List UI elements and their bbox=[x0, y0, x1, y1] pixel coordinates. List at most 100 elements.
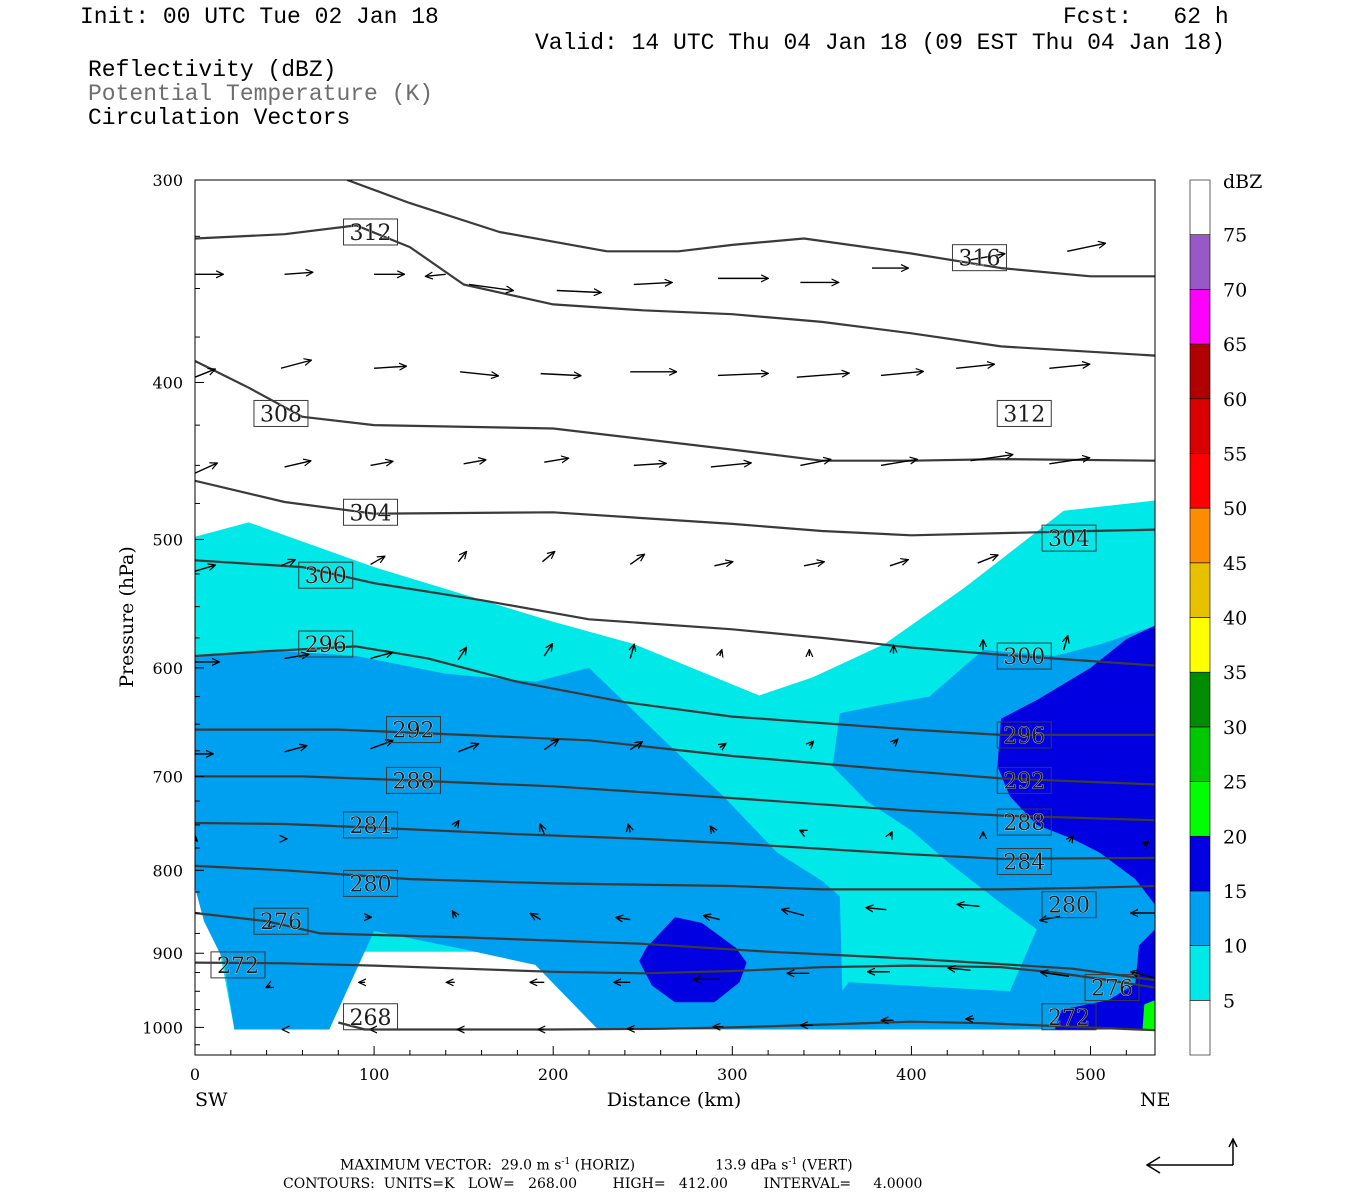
colorbar-level-40: 40 bbox=[1223, 608, 1247, 630]
theta-label-text: 280 bbox=[1048, 894, 1090, 919]
colorbar-swatch-15 bbox=[1189, 179, 1211, 235]
circulation-vector bbox=[280, 360, 311, 369]
theta-contour-288 bbox=[195, 775, 1155, 822]
field-label-reflectivity: Reflectivity (dBZ) bbox=[88, 57, 337, 83]
circulation-vector bbox=[458, 744, 478, 753]
circulation-vector bbox=[970, 455, 1013, 462]
circulation-vector bbox=[468, 283, 513, 290]
theta-label-text: 296 bbox=[305, 633, 347, 658]
circulation-vector bbox=[956, 364, 994, 368]
colorbar-level-60: 60 bbox=[1223, 389, 1247, 411]
circulation-vector bbox=[957, 904, 980, 906]
theta-label-268: 268 bbox=[343, 1003, 399, 1031]
circulation-vector bbox=[284, 461, 311, 468]
theta-label-text: 304 bbox=[1048, 527, 1090, 552]
circulation-vector bbox=[195, 565, 215, 572]
colorbar-level-5: 5 bbox=[1223, 990, 1235, 1012]
circulation-vector bbox=[284, 746, 307, 753]
colorbar-swatch-9 bbox=[1189, 507, 1211, 564]
theta-label-296: 296 bbox=[298, 630, 354, 658]
circulation-vector bbox=[540, 374, 581, 376]
circulation-vector bbox=[542, 552, 554, 563]
x-tick-label-200: 200 bbox=[538, 1065, 569, 1084]
colorbar-swatch-3 bbox=[1189, 835, 1211, 892]
circulation-vector bbox=[796, 373, 849, 378]
theta-label-292: 292 bbox=[996, 766, 1052, 795]
y-tick-label-800: 800 bbox=[152, 861, 183, 880]
reflectivity-fill-layer bbox=[195, 500, 1155, 1030]
x-tick-label-400: 400 bbox=[896, 1065, 927, 1084]
circulation-vector bbox=[195, 463, 217, 474]
reflectivity-region-20dbz-6 bbox=[1142, 1000, 1155, 1030]
axes-layer: 0 100 200 300 400 500 300 400 500 600 700 800 900 100… bbox=[142, 171, 1127, 1084]
vector-key-text: MAXIMUM VECTOR: 29.0 m s-1 (HORIZ) 13.9 d… bbox=[340, 1157, 853, 1174]
colorbar-swatch-8 bbox=[1189, 562, 1211, 618]
field-label-potential-temperature: Potential Temperature (K) bbox=[88, 81, 434, 107]
y-tick-label-600: 600 bbox=[152, 659, 183, 678]
dbz-colorbar: 5 10 15 20 25 30 35 40 45 50 55 60 65 70 75 dBZ bbox=[1189, 171, 1262, 1056]
circulation-vector bbox=[714, 562, 732, 566]
colorbar-swatch-14 bbox=[1189, 234, 1211, 290]
colorbar-level-45: 45 bbox=[1223, 553, 1247, 575]
x-axis-label: Distance (km) bbox=[607, 1089, 742, 1111]
theta-contour-312 bbox=[195, 224, 1155, 357]
colorbar-swatch-2 bbox=[1189, 890, 1211, 946]
circulation-vector bbox=[284, 654, 309, 658]
theta-contour-308 bbox=[195, 360, 1155, 462]
reflectivity-region-15dbz-3 bbox=[639, 917, 747, 1003]
vector-key-arrows-icon bbox=[1145, 1137, 1238, 1174]
theta-label-284: 284 bbox=[996, 847, 1052, 876]
theta-contour-300 bbox=[195, 559, 1155, 667]
circulation-vector bbox=[800, 830, 804, 832]
theta-label-text: 284 bbox=[1003, 850, 1045, 875]
y-tick-label-900: 900 bbox=[152, 944, 183, 963]
y-tick-label-1000: 1000 bbox=[142, 1018, 183, 1037]
colorbar-level-35: 35 bbox=[1223, 662, 1247, 684]
y-tick-label-400: 400 bbox=[152, 373, 183, 392]
theta-label-text: 288 bbox=[393, 769, 435, 794]
circulation-vector bbox=[889, 560, 908, 567]
contour-info-text: CONTOURS: UNITS=K LOW= 268.00 HIGH= 412.… bbox=[283, 1176, 923, 1192]
colorbar-level-75: 75 bbox=[1223, 225, 1247, 247]
x-tick-label-0: 0 bbox=[190, 1065, 200, 1084]
plot-frame bbox=[194, 179, 1156, 1056]
x-tick-label-100: 100 bbox=[359, 1065, 390, 1084]
colorbar-swatch-12 bbox=[1189, 343, 1211, 400]
colorbar-swatch-13 bbox=[1189, 289, 1211, 345]
colorbar-level-30: 30 bbox=[1223, 717, 1247, 739]
circulation-vector bbox=[1041, 972, 1070, 976]
theta-label-288: 288 bbox=[996, 808, 1052, 836]
theta-label-280: 280 bbox=[343, 869, 399, 898]
y-axis-label: Pressure (hPa) bbox=[116, 546, 138, 688]
colorbar-swatch-6 bbox=[1189, 671, 1211, 728]
colorbar-swatch-0 bbox=[1189, 1000, 1211, 1056]
colorbar-level-25: 25 bbox=[1223, 772, 1247, 794]
x-tick-label-300: 300 bbox=[717, 1065, 748, 1084]
circulation-vector bbox=[1064, 636, 1068, 651]
circulation-vector bbox=[800, 459, 830, 467]
circulation-vector bbox=[720, 650, 722, 656]
theta-label-text: 276 bbox=[1091, 977, 1133, 1002]
theta-label-text: 304 bbox=[350, 501, 392, 526]
theta-contour-292 bbox=[195, 728, 1155, 786]
reflectivity-region-15dbz-5 bbox=[1054, 929, 1155, 1030]
circulation-vector bbox=[866, 908, 887, 910]
theta-label-316: 316 bbox=[951, 244, 1007, 272]
circulation-vector bbox=[880, 459, 917, 467]
theta-label-text: 284 bbox=[350, 814, 392, 839]
circulation-vector bbox=[1049, 458, 1089, 465]
circulation-vector bbox=[543, 644, 552, 657]
circulation-vector bbox=[284, 272, 313, 274]
circulation-vector bbox=[370, 652, 393, 660]
theta-label-text: 316 bbox=[958, 247, 1000, 272]
theta-label-304: 304 bbox=[343, 498, 399, 527]
circulation-vector bbox=[543, 740, 558, 751]
circulation-vector bbox=[370, 461, 393, 465]
circulation-vector bbox=[556, 291, 601, 293]
colorbar-swatch-1 bbox=[1189, 945, 1211, 1001]
colorbar-swatch-5 bbox=[1189, 726, 1211, 782]
circulation-vector bbox=[540, 824, 544, 835]
theta-label-text: 280 bbox=[350, 872, 392, 897]
theta-contour-layer bbox=[195, 180, 1155, 1032]
colorbar-title: dBZ bbox=[1223, 171, 1262, 193]
